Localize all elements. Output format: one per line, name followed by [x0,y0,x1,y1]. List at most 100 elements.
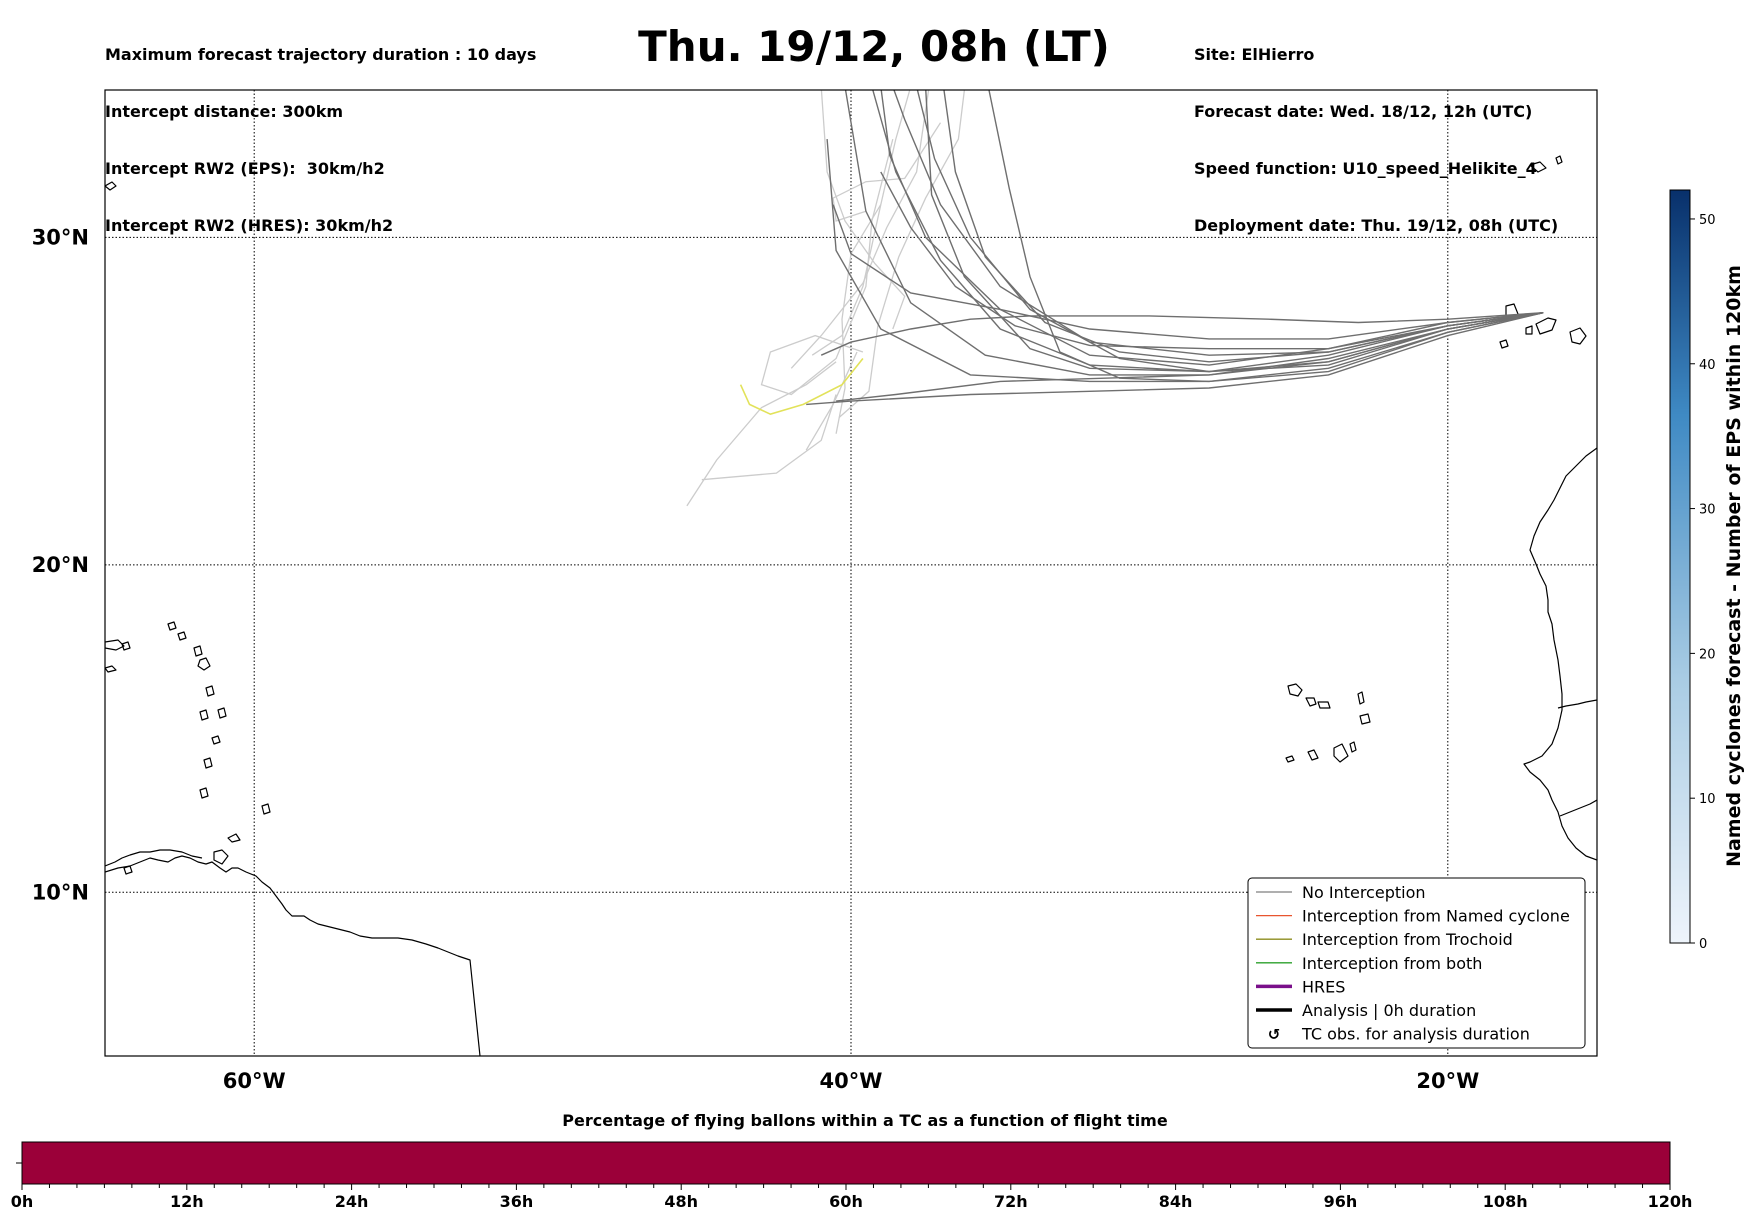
coastline-segment [213,849,229,865]
coastline-segment [1559,799,1597,817]
legend-label: Interception from both [1302,954,1482,973]
colorbar-tick-label: 20 [1699,647,1716,662]
no-interception-trajectories [806,90,1544,406]
time-label: 0h [11,1192,34,1211]
speed-function-text: Speed function: U10_speed_Helikite_4 [1194,159,1537,178]
coastline-segment [1285,755,1295,763]
trajectory-line [832,204,1544,340]
legend-item: ↺ TC obs. for analysis duration [1268,1025,1530,1044]
legend-item: Interception from Trochoid [1256,930,1513,949]
faded-trajectory-line [820,90,906,330]
site-text: Site: ElHierro [1194,45,1315,64]
trajectory-line [820,312,1544,356]
legend-item: Analysis | 0h duration [1256,1001,1476,1020]
colorbar-label: Named cyclones forecast - Number of EPS … [1723,265,1745,867]
trajectory-line [806,312,1544,406]
intercept-eps-text: Intercept RW2 (EPS): 30km/h2 [105,159,385,178]
coastline-segment [177,631,187,641]
coastline-segment [1499,339,1509,349]
coastline-segment [105,665,117,673]
colorbar-tick-label: 0 [1699,937,1707,952]
time-bar-title: Percentage of flying ballons within a TC… [562,1111,1168,1130]
colorbar: 0 10 20 30 40 50 Named cyclones forecast - Nu… [1669,189,1745,952]
trajectory-line [916,90,1544,373]
lon-label: 20°W [1416,1069,1479,1093]
tc-obs-marker-icon: ↺ [1268,1026,1281,1044]
coastline-segment [1357,691,1365,705]
colorbar-tick-label: 50 [1699,213,1716,228]
intercept-hres-text: Intercept RW2 (HRES): 30km/h2 [105,216,394,235]
header-right: Site: ElHierro Forecast date: Wed. 18/12… [1194,7,1558,254]
lon-label: 40°W [820,1069,883,1093]
coastline-segment [1317,701,1331,709]
page-title: Thu. 19/12, 08h (LT) [638,22,1110,71]
coastline-segment [199,787,209,799]
coastline-segment [123,865,133,875]
coastline-segment [1359,713,1371,725]
time-label: 84h [1159,1192,1193,1211]
coastline-segment [199,709,209,721]
legend-item: Interception from both [1256,954,1482,973]
trajectory-line [925,90,1544,373]
coastline-segment [203,757,213,769]
faded-trajectory-line [760,138,894,396]
time-label: 36h [500,1192,534,1211]
highlight-trajectory [739,358,864,416]
legend-label: TC obs. for analysis duration [1301,1025,1530,1044]
time-label: 48h [664,1192,698,1211]
legend-item: Interception from Named cyclone [1256,907,1570,926]
trajectory-line [988,90,1544,383]
coastline-segment [211,735,221,745]
coastline-segment [1333,743,1349,763]
time-label: 72h [994,1192,1028,1211]
faded-trajectory-line [832,122,942,222]
coastline-segment [227,833,241,843]
coastline-segment [1305,697,1317,707]
faded-trajectory-line [835,204,882,434]
header-left: Maximum forecast trajectory duration : 1… [105,7,536,254]
coastline-segment [217,707,227,719]
faded-trajectory-line [686,361,837,507]
coastline-segment [1569,327,1587,345]
time-label: 24h [335,1192,369,1211]
coastlines [105,155,1597,1056]
coastline-segment [261,803,271,815]
max-duration-text: Maximum forecast trajectory duration : 1… [105,45,537,64]
colorbar-tick-label: 30 [1699,503,1716,518]
time-label: 120h [1648,1192,1693,1211]
faded-trajectory-line [790,90,930,369]
time-label: 60h [829,1192,863,1211]
coastline-segment [1525,325,1533,335]
time-ticks: 0h 12h 24h 36h 48h 60h 72h 84h 96h 108h 120h [11,1184,1693,1211]
map-border [104,89,1598,1057]
trajectory-line [880,171,1544,350]
faded-trajectory-line [838,90,966,418]
coastline-segment [105,855,481,1056]
coastline-segment [205,685,215,697]
colorbar-tick-label: 40 [1699,358,1716,373]
lat-label: 30°N [32,225,89,249]
coastline-segment [105,181,117,191]
latitude-labels: 30°N 20°N 10°N [32,225,89,904]
colorbar-tick-label: 10 [1699,792,1716,807]
coastline-segment [1287,683,1303,697]
intercept-distance-text: Intercept distance: 300km [105,102,344,121]
legend: No Interception Interception from Named c… [1247,877,1586,1049]
time-label: 12h [170,1192,204,1211]
coastline-segment [1307,749,1319,761]
lon-label: 60°W [223,1069,286,1093]
lat-label: 20°N [32,553,89,577]
time-label: 96h [1324,1192,1358,1211]
time-bar: Percentage of flying ballons within a TC… [11,1111,1693,1211]
trajectory-line [826,139,1544,383]
trajectory-line [943,90,1544,363]
coastline-segment [167,621,177,631]
longitude-labels: 60°W 40°W 20°W [223,1069,1479,1093]
legend-label: No Interception [1302,883,1426,902]
legend-label: Interception from Trochoid [1302,930,1513,949]
legend-label: Analysis | 0h duration [1302,1001,1476,1020]
deployment-date-text: Deployment date: Thu. 19/12, 08h (UTC) [1194,216,1559,235]
colorbar-ticks: 0 10 20 30 40 50 [1690,213,1716,952]
highlight-trajectory-line [739,358,864,416]
